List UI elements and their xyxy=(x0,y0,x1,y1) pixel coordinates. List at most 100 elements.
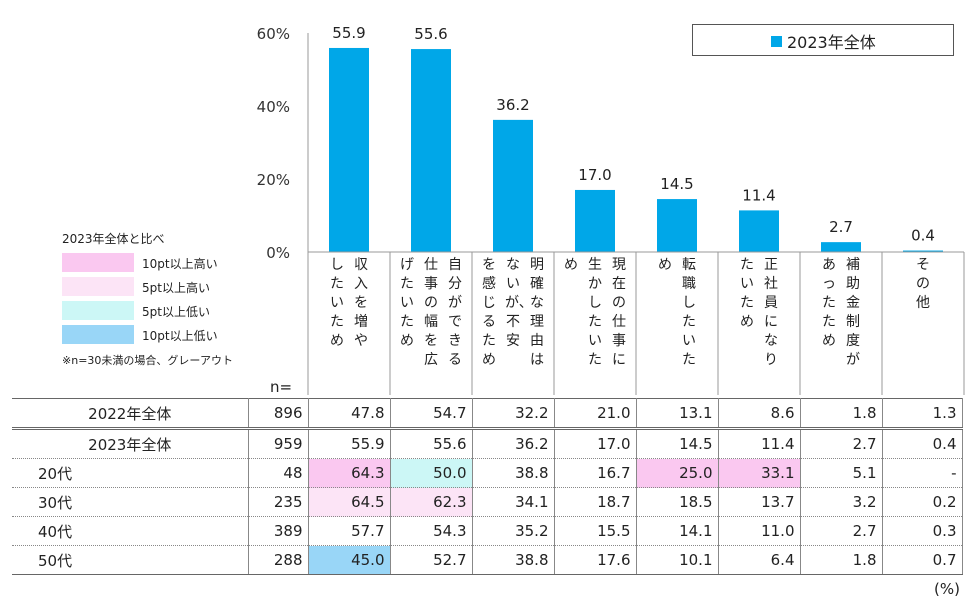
cell: 34.1 xyxy=(472,487,555,517)
row-label: 2022年全体 xyxy=(12,398,249,430)
bar-4 xyxy=(657,199,697,252)
key-label-low5: 5pt以上低い xyxy=(142,305,210,319)
category-label-7: その他 xyxy=(882,256,964,396)
bar-5 xyxy=(739,210,779,252)
cell: 6.4 xyxy=(718,545,801,575)
row-n: 959 xyxy=(248,428,309,459)
category-label-0-line-1: したいため xyxy=(330,257,344,349)
category-label-6-line-0: 補助金制度が xyxy=(846,257,860,368)
category-label-1-line-1: 仕事の幅を広 xyxy=(424,257,438,368)
cell: 2.7 xyxy=(800,428,883,459)
bar-2 xyxy=(493,119,533,253)
category-label-2-line-2: を感じるため xyxy=(482,257,496,368)
cell: 0.3 xyxy=(882,516,963,546)
cell: 47.8 xyxy=(308,398,391,430)
row-label: 30代 xyxy=(12,487,249,517)
category-label-2: 明確な理由は ないが、不安 を感じるため xyxy=(472,256,554,396)
cell: 18.5 xyxy=(636,487,719,517)
cell: 36.2 xyxy=(472,428,555,459)
cell: 62.3 xyxy=(390,487,473,517)
cell: 15.5 xyxy=(554,516,637,546)
key-label-high10: 10pt以上高い xyxy=(142,257,218,271)
legend-label: 2023年全体 xyxy=(787,33,876,52)
y-tick-20: 20% xyxy=(256,171,290,189)
cell: 5.1 xyxy=(800,458,883,488)
cell: 38.8 xyxy=(472,545,555,575)
cell: 45.0 xyxy=(308,545,391,575)
cell: 32.2 xyxy=(472,398,555,430)
cell: 1.3 xyxy=(882,398,963,430)
cell: 8.6 xyxy=(718,398,801,430)
n-label: n= xyxy=(270,378,293,396)
bar-value-label-1: 55.6 xyxy=(414,25,447,43)
table-row: 2022年全体 896 47.8 54.7 32.2 21.0 13.1 8.6 1.8 1.3 xyxy=(12,398,963,430)
cell: 0.2 xyxy=(882,487,963,517)
y-tick-40: 40% xyxy=(256,98,290,116)
category-label-3: 現在の仕事に 生かしたいため xyxy=(554,256,636,396)
row-n: 389 xyxy=(248,516,309,546)
row-label: 20代 xyxy=(12,458,249,488)
table-row: 20代 48 64.3 50.0 38.8 16.7 25.0 33.1 5.1- xyxy=(12,458,963,488)
bar-7 xyxy=(903,250,943,253)
cell: - xyxy=(882,458,963,488)
bar-value-label-4: 14.5 xyxy=(660,175,693,193)
category-label-4-line-0: 転職したいた xyxy=(682,257,696,368)
category-label-5-line-1: たいため xyxy=(740,257,754,330)
bar-value-label-7: 0.4 xyxy=(911,227,935,245)
cell: 55.9 xyxy=(308,428,391,459)
cell: 54.3 xyxy=(390,516,473,546)
bar-value-label-2: 36.2 xyxy=(496,96,529,114)
row-n: 48 xyxy=(248,458,309,488)
category-label-1-line-2: げたいため xyxy=(400,257,414,349)
y-tick-60: 60% xyxy=(256,25,290,43)
bar-value-label-6: 2.7 xyxy=(829,218,853,236)
cell: 13.7 xyxy=(718,487,801,517)
cell: 50.0 xyxy=(390,458,473,488)
cell: 18.7 xyxy=(554,487,637,517)
cell: 38.8 xyxy=(472,458,555,488)
category-label-4-line-1: め xyxy=(658,257,672,273)
key-label-high5: 5pt以上高い xyxy=(142,281,210,295)
category-label-1-line-0: 自分ができる xyxy=(448,257,462,368)
category-label-6: 補助金制度が あったため xyxy=(800,256,882,396)
cell: 17.6 xyxy=(554,545,637,575)
category-label-3-line-0: 現在の仕事に xyxy=(612,257,626,368)
category-label-2-line-1: ないが、不安 xyxy=(505,257,533,349)
bar-value-label-3: 17.0 xyxy=(578,166,611,184)
category-label-2-line-0: 明確な理由は xyxy=(530,257,544,368)
category-label-5: 正社員になり たいため xyxy=(718,256,800,396)
legend-swatch xyxy=(771,36,782,47)
cell: 11.4 xyxy=(718,428,801,459)
table-row: 50代 288 45.0 52.7 38.8 17.6 10.1 6.4 1.8 0.7 xyxy=(12,545,963,575)
row-label: 40代 xyxy=(12,516,249,546)
cell: 2.7 xyxy=(800,516,883,546)
table-row: 2023年全体 959 55.9 55.6 36.2 17.0 14.5 11.4 2.7 0.4 xyxy=(12,428,963,459)
cell: 0.7 xyxy=(882,545,963,575)
cell: 35.2 xyxy=(472,516,555,546)
cell: 25.0 xyxy=(636,458,719,488)
cell: 17.0 xyxy=(554,428,637,459)
table-row: 40代 389 57.7 54.3 35.2 15.5 14.1 11.0 2.7 0.3 xyxy=(12,516,963,546)
row-n: 288 xyxy=(248,545,309,575)
category-label-3-line-2: め xyxy=(564,257,578,273)
cell: 1.8 xyxy=(800,545,883,575)
bar-0 xyxy=(329,47,369,253)
cell: 14.5 xyxy=(636,428,719,459)
cell: 0.4 xyxy=(882,428,963,459)
cell: 64.5 xyxy=(308,487,391,517)
key-swatch-high5 xyxy=(62,277,134,296)
table-row: 30代 235 64.5 62.3 34.1 18.7 18.5 13.7 3.2 0.2 xyxy=(12,487,963,517)
key-swatch-low10 xyxy=(62,325,134,344)
bar-value-label-5: 11.4 xyxy=(742,186,775,204)
bar-value-label-0: 55.9 xyxy=(332,24,365,42)
category-label-0-line-0: 収入を増や xyxy=(354,257,368,349)
category-label-0: 収入を増や したいため xyxy=(308,256,390,396)
y-tick-0: 0% xyxy=(266,244,290,262)
data-table: 2022年全体 896 47.8 54.7 32.2 21.0 13.1 8.6 1.8 1.3 2… xyxy=(12,398,963,575)
bar-chart: 55.9 55.6 36.2 17.0 14.5 11.4 2.7 0.4 xyxy=(307,24,965,395)
cell: 33.1 xyxy=(718,458,801,488)
cell: 64.3 xyxy=(308,458,391,488)
unit-label: (%) xyxy=(934,580,960,598)
category-label-6-line-1: あったため xyxy=(822,257,836,349)
cell: 10.1 xyxy=(636,545,719,575)
